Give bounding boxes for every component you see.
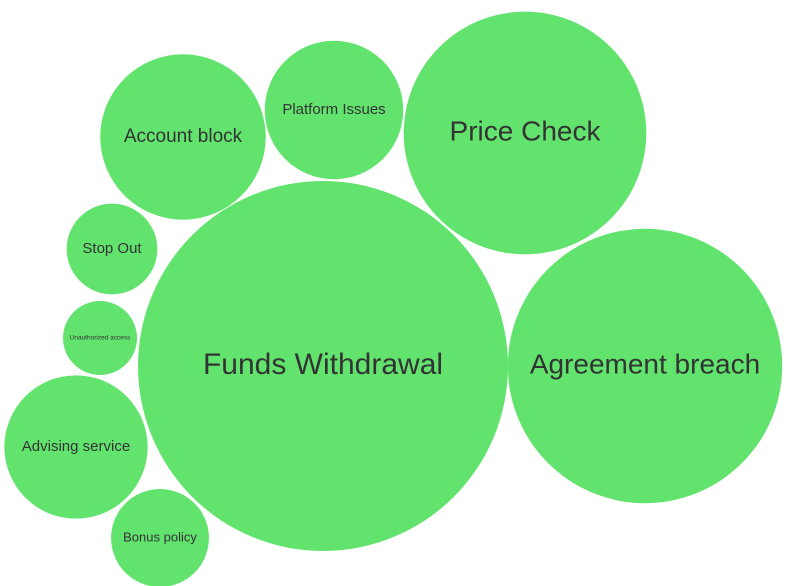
bubble-label: Stop Out <box>82 240 142 257</box>
bubble-label: Advising service <box>22 438 130 455</box>
bubble <box>264 40 404 180</box>
bubble-label: Platform Issues <box>282 101 385 118</box>
bubble <box>4 375 148 519</box>
bubble-label: Price Check <box>450 115 602 146</box>
bubble-label: Account block <box>124 126 243 147</box>
bubble-label: Bonus policy <box>123 529 197 544</box>
bubble-label: Funds Withdrawal <box>203 348 443 381</box>
bubble <box>403 11 647 255</box>
bubble <box>63 301 137 375</box>
bubble <box>100 54 266 220</box>
bubble-label: Unauthorized access <box>70 335 131 342</box>
bubble <box>138 181 508 551</box>
bubble <box>507 228 783 504</box>
bubble-label: Agreement breach <box>530 348 760 379</box>
bubble <box>111 489 209 586</box>
bubble <box>66 203 158 295</box>
